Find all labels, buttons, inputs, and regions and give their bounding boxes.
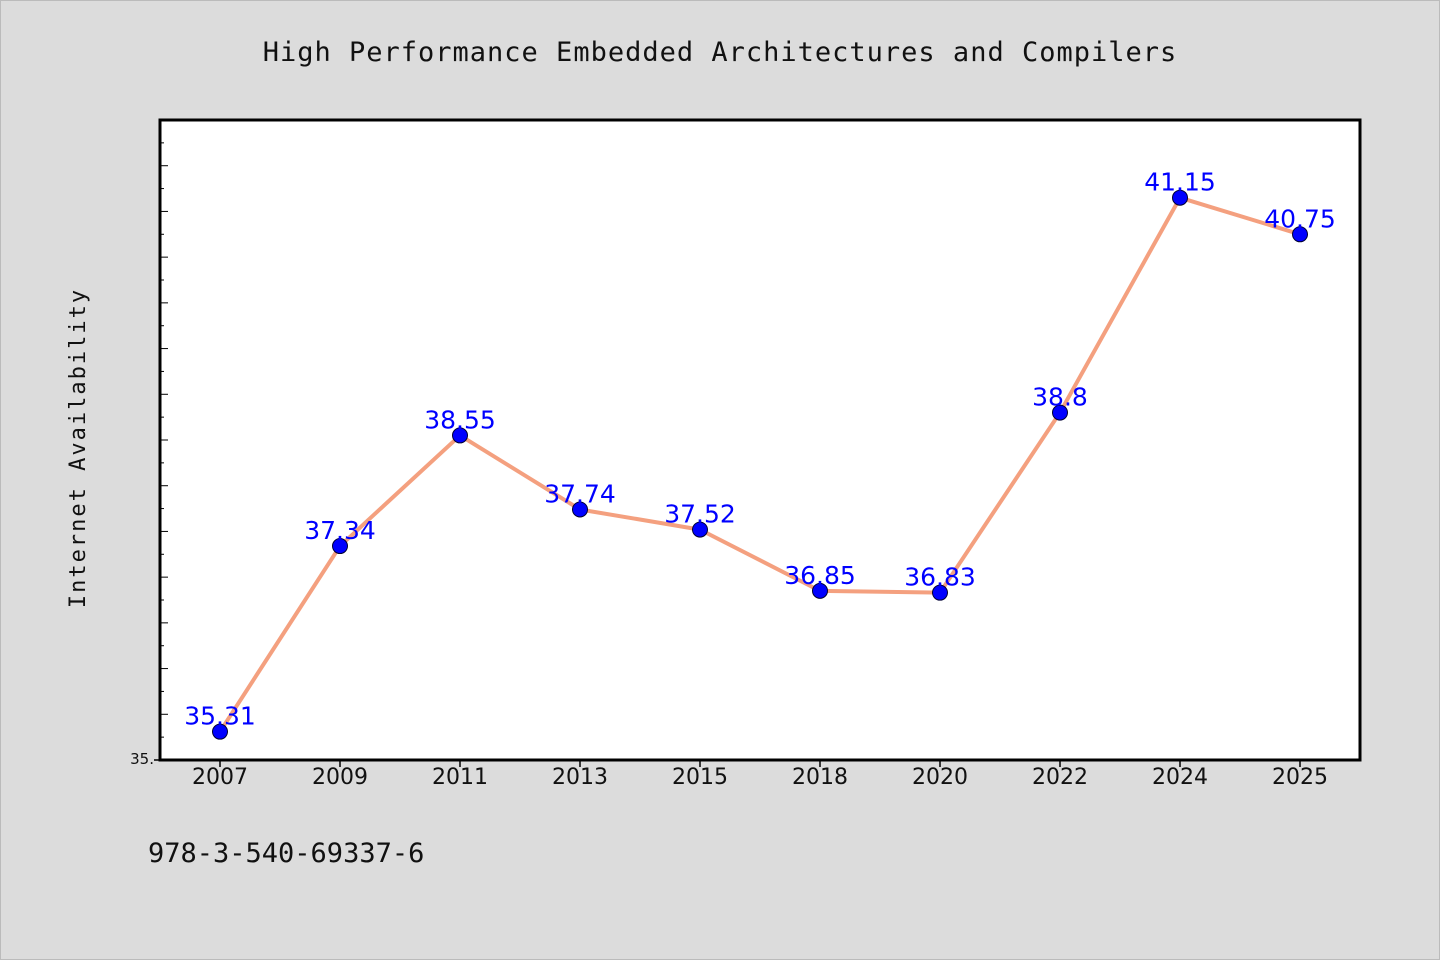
y-tick-label: 35. [130, 750, 154, 768]
data-label: 37.52 [664, 500, 736, 529]
x-tick-label: 2015 [672, 765, 728, 790]
x-tick-label: 2007 [192, 765, 248, 790]
plot-area [158, 118, 1362, 762]
data-label: 36.83 [904, 563, 976, 592]
y-axis-ticks: 35. [130, 750, 160, 768]
x-tick-label: 2025 [1272, 765, 1328, 790]
x-tick-label: 2020 [912, 765, 968, 790]
data-label: 38.55 [424, 405, 496, 434]
data-label: 38.8 [1032, 383, 1088, 412]
chart-title: High Performance Embedded Architectures … [263, 37, 1178, 68]
data-label: 36.85 [784, 561, 856, 590]
x-tick-label: 2018 [792, 765, 848, 790]
data-point [812, 582, 828, 599]
data-point [212, 723, 228, 740]
x-axis-ticks: 2007 2009 2011 2013 2015 2018 2020 2022 2024 2025 [192, 760, 1328, 790]
data-point [572, 501, 588, 518]
data-label: 41.15 [1144, 168, 1216, 197]
data-point [692, 521, 708, 538]
x-tick-label: 2013 [552, 765, 608, 790]
y-axis-label: Internet Availability [66, 288, 91, 608]
y-minor-ticks [160, 142, 168, 738]
data-label: 37.74 [544, 479, 616, 508]
data-point [932, 584, 948, 601]
x-tick-label: 2022 [1032, 765, 1088, 790]
data-point [452, 427, 468, 444]
x-tick-label: 2011 [432, 765, 488, 790]
data-label: 37.34 [304, 516, 376, 545]
x-tick-label: 2024 [1152, 765, 1208, 790]
footnote-isbn: 978-3-540-69337-6 [148, 838, 424, 869]
data-point [1052, 404, 1068, 421]
data-point [1292, 226, 1308, 243]
data-point [1172, 189, 1188, 206]
data-label: 40.75 [1264, 204, 1336, 233]
x-tick-label: 2009 [312, 765, 368, 790]
data-label: 35.31 [184, 702, 256, 731]
data-point [332, 538, 348, 555]
series-line [218, 195, 1302, 734]
series-group: 35.31 37.34 38.55 37.74 37.52 36.85 36.83 38.8 4… [184, 168, 1336, 740]
